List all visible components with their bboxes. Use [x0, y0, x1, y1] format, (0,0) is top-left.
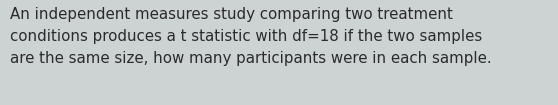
Text: An independent measures study comparing two treatment
conditions produces a t st: An independent measures study comparing …: [10, 7, 492, 66]
